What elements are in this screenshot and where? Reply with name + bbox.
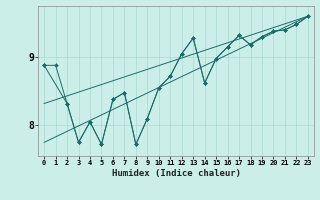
- X-axis label: Humidex (Indice chaleur): Humidex (Indice chaleur): [111, 169, 241, 178]
